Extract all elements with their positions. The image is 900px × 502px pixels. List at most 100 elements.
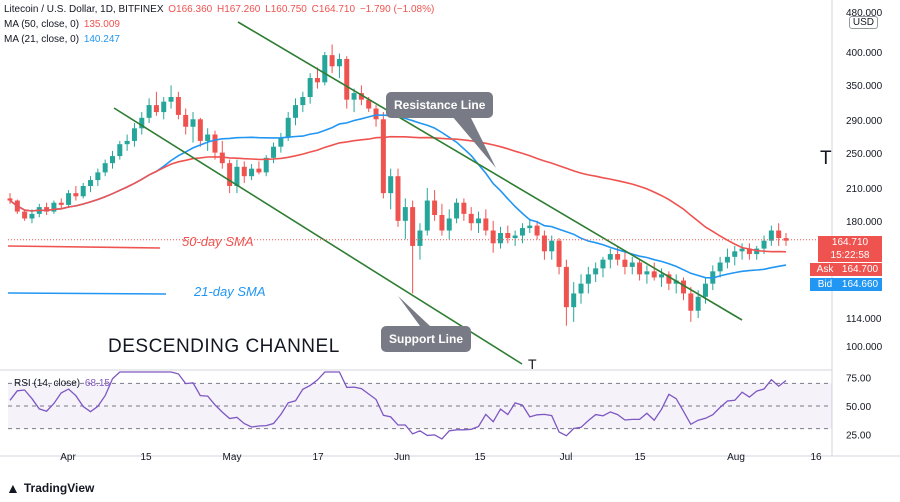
candle-body [593, 268, 599, 275]
chart-legend-symbol: Litecoin / U.S. Dollar, 1D, BITFINEX O16… [4, 4, 434, 15]
price-tick-label: 290.000 [846, 116, 883, 127]
price-tick-label: 100.000 [846, 342, 883, 353]
candle-body [241, 166, 247, 177]
candle-body [659, 274, 665, 278]
ma50-legend: MA (50, close, 0) 135.009 [4, 19, 120, 30]
time-tick-label: Aug [727, 452, 745, 463]
ohlc-low: L160.750 [265, 4, 307, 15]
candle-body [746, 248, 752, 255]
candle-body [519, 228, 525, 236]
candle-body [336, 58, 342, 67]
candle-body [205, 134, 211, 141]
time-tick-label: May [223, 452, 242, 463]
candle-body [29, 213, 35, 219]
rsi-legend: RSI (14, close) 68.15 [14, 378, 110, 389]
candle-body [329, 55, 335, 67]
candle-body [424, 200, 430, 231]
partial-text-right: T [820, 148, 833, 169]
ma21-label: MA (21, close, 0) [4, 34, 80, 45]
sma50-annotation: 50-day SMA [182, 234, 254, 249]
candle-body [263, 157, 269, 173]
time-tick-label: Jul [560, 452, 573, 463]
candle-body [124, 140, 130, 145]
candle-body [615, 254, 621, 260]
price-tick-label: 114.000 [846, 314, 882, 325]
candle-body [483, 218, 489, 231]
candle-body [497, 233, 503, 244]
currency-button[interactable]: USD [848, 16, 878, 29]
candle-body [402, 207, 408, 221]
candle-body [761, 240, 767, 249]
support-callout-pointer [398, 296, 430, 326]
candle-body [278, 137, 284, 147]
candle-body [388, 176, 394, 194]
rsi-tick-label: 25.00 [846, 430, 871, 441]
candle-body [673, 280, 679, 284]
price-tick-label: 180.000 [846, 217, 883, 228]
candle-body [73, 193, 79, 197]
candle-body [629, 262, 635, 267]
candle-body [578, 283, 584, 294]
candle-body [768, 230, 774, 241]
candle-body [717, 262, 723, 272]
candle-body [117, 144, 123, 157]
rsi-tick-label: 50.00 [846, 402, 871, 413]
candle-body [600, 259, 606, 269]
ma50-line [9, 135, 787, 253]
rsi-line [9, 371, 787, 440]
candle-body [366, 99, 372, 109]
candle-body [102, 163, 108, 173]
candle-body [80, 186, 86, 197]
candle-body [344, 58, 350, 100]
candle-body [322, 55, 328, 83]
ma21-legend: MA (21, close, 0) 140.247 [4, 34, 120, 45]
candle-body [307, 78, 313, 98]
candle-body [681, 280, 687, 294]
ma50-value: 135.009 [83, 19, 120, 30]
time-tick-label: Apr [60, 452, 76, 463]
price-tick-label: 400.000 [846, 48, 883, 59]
support-line [113, 107, 523, 365]
candle-body [739, 248, 745, 252]
candle-body [139, 117, 145, 129]
candle-body [109, 156, 115, 164]
price-tick-label: 210.000 [846, 184, 883, 195]
candle-body [732, 251, 738, 257]
sma21-legend-line [7, 292, 167, 295]
candle-body [695, 296, 701, 311]
candle-body [476, 218, 482, 224]
candle-body [651, 271, 657, 278]
candle-body [58, 202, 64, 205]
candle-body [161, 101, 167, 113]
candle-body [505, 233, 511, 239]
candle-body [585, 274, 591, 284]
time-tick-label: 15 [474, 452, 486, 463]
ohlc-open: O166.360 [168, 4, 213, 15]
candle-body [227, 163, 233, 187]
candle-body [549, 240, 555, 252]
tradingview-logo[interactable]: ▲ TradingView [6, 480, 94, 496]
ma50-label: MA (50, close, 0) [4, 19, 80, 30]
partial-text-bottom: T [528, 356, 538, 372]
candle-body [571, 293, 577, 308]
price-tick-label: 350.000 [846, 81, 883, 92]
candle-body [51, 202, 57, 212]
candle-body [461, 202, 467, 214]
ohlc-high: H167.260 [217, 4, 261, 15]
candle-body [607, 254, 613, 260]
candle-body [417, 230, 423, 246]
last-price-label: 164.710 [818, 236, 882, 249]
candle-body [556, 240, 562, 267]
candle-body [702, 283, 708, 297]
candle-body [351, 93, 357, 100]
candle-body [446, 218, 452, 231]
time-tick-label: 15 [140, 452, 152, 463]
ma21-value: 140.247 [83, 34, 120, 45]
candle-body [7, 198, 13, 201]
candle-body [22, 211, 28, 219]
candle-body [300, 97, 306, 106]
candle-body [234, 166, 240, 187]
candle-body [534, 225, 540, 236]
ask-value: 164.700 [838, 263, 882, 276]
